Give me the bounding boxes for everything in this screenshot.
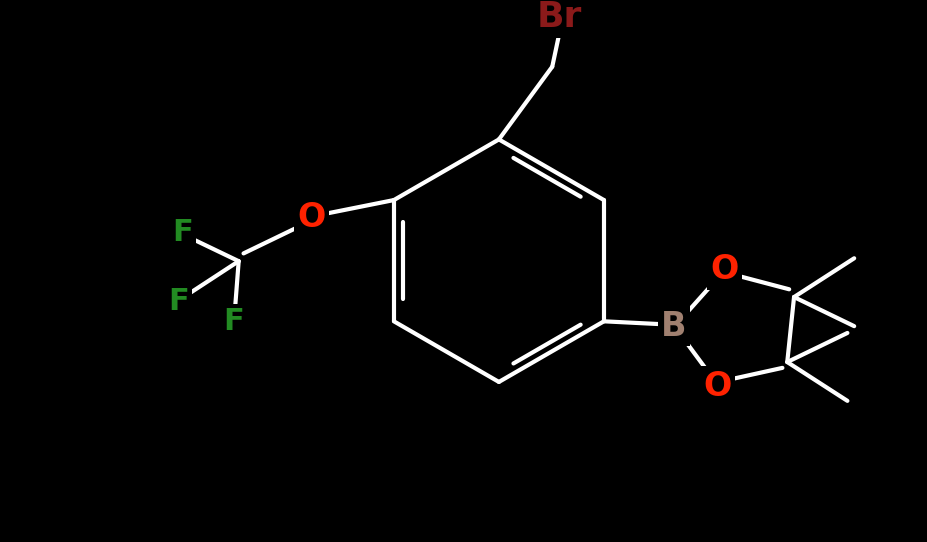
Text: F: F — [172, 217, 193, 247]
Text: O: O — [710, 254, 738, 286]
Text: F: F — [223, 307, 244, 336]
Text: F: F — [168, 287, 189, 317]
Text: B: B — [661, 309, 687, 343]
Text: O: O — [298, 201, 325, 234]
Text: O: O — [704, 370, 731, 403]
Text: Br: Br — [537, 0, 582, 34]
